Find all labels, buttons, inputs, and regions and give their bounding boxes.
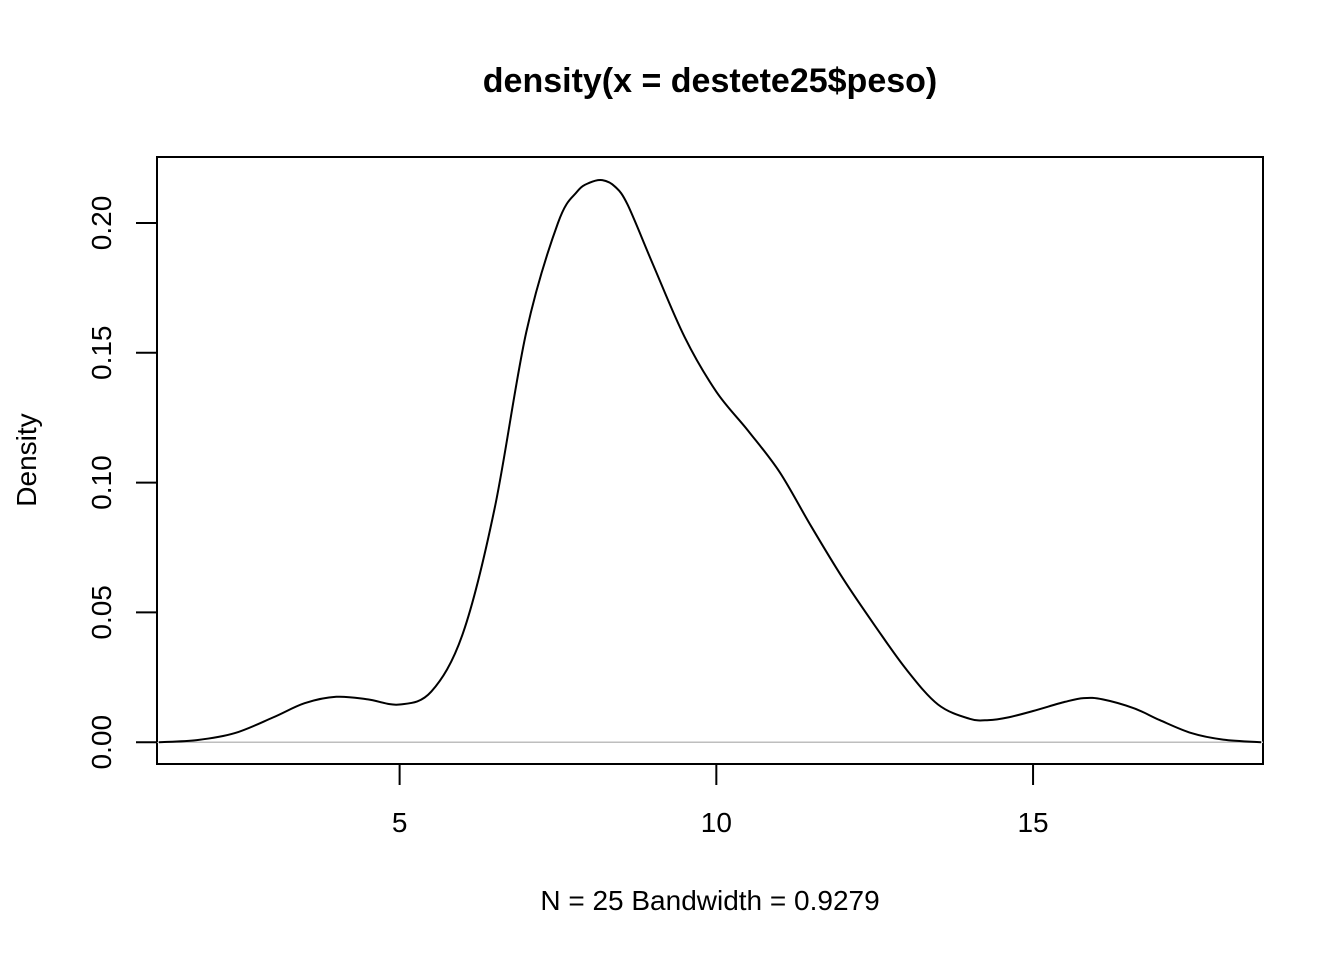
x-tick-label: 5 — [392, 807, 408, 838]
y-axis: 0.00 0.05 0.10 0.15 0.20 — [86, 196, 158, 770]
x-axis-label: N = 25 Bandwidth = 0.9279 — [540, 885, 879, 916]
y-tick-label: 0.00 — [86, 715, 117, 770]
plot-frame — [156, 156, 1264, 765]
y-tick-label: 0.20 — [86, 196, 117, 251]
y-tick-label: 0.10 — [86, 455, 117, 510]
x-tick-label: 10 — [701, 807, 732, 838]
density-line — [158, 178, 1262, 744]
y-tick-label: 0.15 — [86, 326, 117, 381]
x-tick-label: 15 — [1017, 807, 1048, 838]
x-axis: 5 10 15 — [392, 764, 1049, 838]
y-tick-label: 0.05 — [86, 585, 117, 640]
chart-title: density(x = destete25$peso) — [483, 62, 937, 100]
y-axis-label: Density — [11, 413, 42, 506]
